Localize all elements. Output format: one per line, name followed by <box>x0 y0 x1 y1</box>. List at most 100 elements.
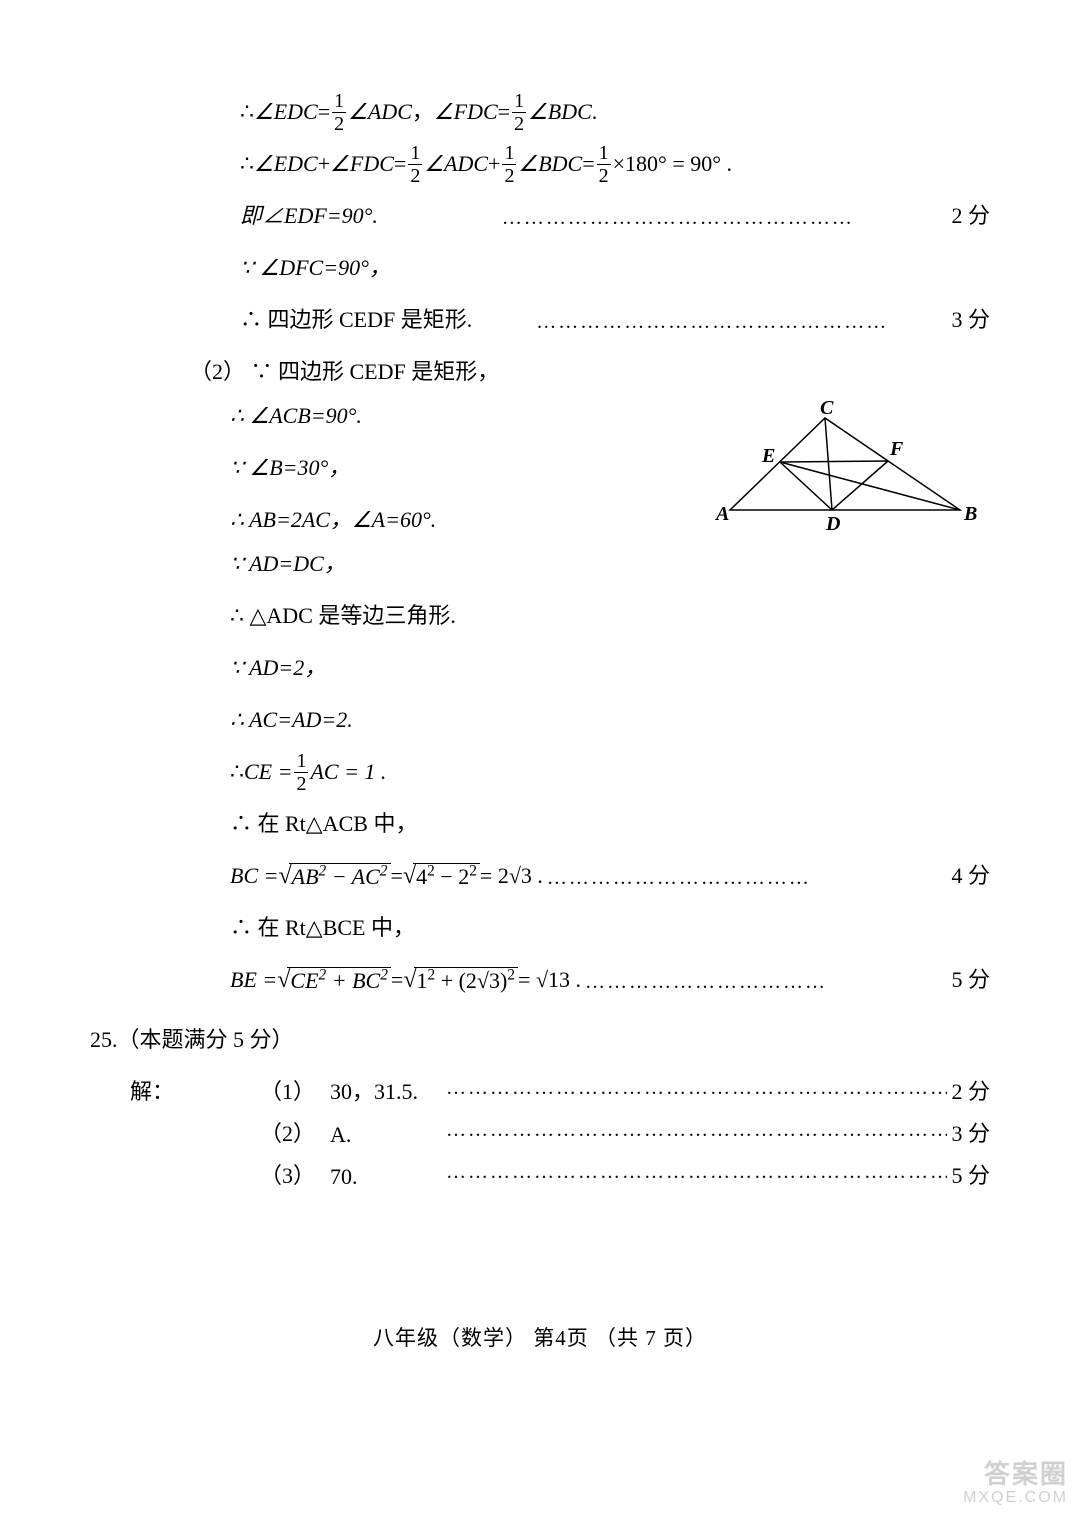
angle-fdc: ∠FDC <box>434 97 498 128</box>
watermark-url: MXQE.COM <box>963 1489 1068 1507</box>
text: ∴ 在 Rt△BCE 中， <box>230 913 415 944</box>
label-a: A <box>714 503 729 525</box>
text: ∵ AD=2， <box>230 653 326 684</box>
step-rt-acb: ∴ 在 Rt△ACB 中， <box>90 802 990 846</box>
frac-num: 1 <box>512 91 526 112</box>
therefore-symbol: ∴ <box>230 757 244 788</box>
eq-line-3: 即∠EDF=90°. ………………………………………… 2 分 <box>90 194 990 238</box>
watermark: 答案圈 MXQE.COM <box>963 1454 1068 1507</box>
score-2: 2 分 <box>947 201 990 232</box>
step-ab-2ac: ∴ AB=2AC，∠A=60°. <box>90 498 710 542</box>
text: ∵ AD=DC， <box>230 549 346 580</box>
val-3: 70. <box>330 1164 442 1190</box>
eq-line-5: ∴ 四边形 CEDF 是矩形. ………………………………………… 3 分 <box>90 298 990 342</box>
solution-label: 解： <box>90 1074 260 1106</box>
frac-num: 1 <box>294 751 308 772</box>
plus: + <box>488 149 500 180</box>
leader-dots: ……………………………………………………………………… <box>442 1161 947 1190</box>
sqrt-ab2-ac2: √ AB2 − AC2 <box>278 863 390 890</box>
bc-label: BC = <box>230 861 278 892</box>
val-1: 30，31.5. <box>330 1074 442 1106</box>
leader-dots: ………………………………………… <box>532 308 947 342</box>
sqrt-16-4: √ 42 − 22 <box>403 863 480 890</box>
fraction-half: 1 2 <box>597 143 611 186</box>
score-5: 5 分 <box>947 1158 990 1190</box>
fraction-half: 1 2 <box>332 91 346 134</box>
leader-dots: ………………………………………… <box>498 204 948 238</box>
fraction-half: 1 2 <box>294 751 308 794</box>
label-f: F <box>889 438 904 460</box>
equals: = <box>394 149 406 180</box>
step-ad-dc: ∵ AD=DC， <box>90 542 990 586</box>
triangle-svg: C E F A D B <box>710 400 980 535</box>
equals: = <box>582 149 594 180</box>
frac-num: 1 <box>332 91 346 112</box>
radicand-1: AB2 − AC2 <box>292 864 388 889</box>
step-adc-equilateral: ∴ △ADC 是等边三角形. <box>90 594 990 638</box>
leader-dots: …………………………………………………………………… <box>442 1077 947 1106</box>
equals: = <box>391 965 403 996</box>
sep: ， <box>412 97 434 128</box>
frac-den: 2 <box>332 112 346 134</box>
angle-edc: ∠EDC <box>254 97 318 128</box>
angle-bdc: ∠BDC <box>518 149 582 180</box>
equals: = <box>391 861 403 892</box>
therefore-symbol: ∴ <box>240 97 254 128</box>
dfc-90: ∵ ∠DFC=90°， <box>240 253 391 284</box>
p25-row-2: （2） A. ……………………………………………………………………… 3 分 <box>90 1106 990 1148</box>
page-footer: 八年级（数学） 第4页 （共 7 页） <box>0 1322 1080 1352</box>
text: ∴ △ADC 是等边三角形. <box>230 601 456 632</box>
plus: + <box>318 149 330 180</box>
frac-den: 2 <box>512 112 526 134</box>
equals: = <box>318 97 330 128</box>
radicand-3: CE2 + BC2 <box>290 968 388 993</box>
frac-num: 1 <box>408 143 422 164</box>
part2-body-with-figure: ∴ ∠ACB=90°. ∵ ∠B=30°， ∴ AB=2AC，∠A=60°. C <box>90 394 990 542</box>
step-ac-ad-2: ∴ AC=AD=2. <box>90 698 990 742</box>
step-ce: ∴ CE = 1 2 AC = 1 . <box>90 750 990 794</box>
text: ∴ ∠ACB=90°. <box>230 401 362 432</box>
part2-header-text: （2） ∵ 四边形 CEDF 是矩形， <box>190 357 499 388</box>
radicand-2: 42 − 22 <box>416 864 477 889</box>
label-c: C <box>820 400 834 419</box>
p25-row-3: （3） 70. ……………………………………………………………………… 5 分 <box>90 1148 990 1190</box>
text: ∴ AC=AD=2. <box>230 705 353 736</box>
times-180: ×180° = 90° . <box>613 149 732 180</box>
score-3: 3 分 <box>947 305 990 336</box>
problem-25: 25.（本题满分 5 分） 解： （1） 30，31.5. …………………………… <box>90 1022 990 1190</box>
p25-row-1: 解： （1） 30，31.5. ………………………………………………………………… <box>90 1064 990 1106</box>
frac-num: 1 <box>502 143 516 164</box>
be-label: BE = <box>230 965 277 996</box>
label-d: D <box>825 513 840 535</box>
leader-dots: ……………………………………………………………………… <box>442 1119 947 1148</box>
fraction-half: 1 2 <box>512 91 526 134</box>
eq-line-1: ∴ ∠EDC = 1 2 ∠ADC ， ∠FDC = 1 2 ∠BDC . <box>90 90 990 134</box>
text: ∵ ∠B=30°， <box>230 453 350 484</box>
fraction-half: 1 2 <box>502 143 516 186</box>
step-ad-2: ∵ AD=2， <box>90 646 990 690</box>
text: ∴ AB=2AC，∠A=60°. <box>230 505 436 536</box>
frac-den: 2 <box>597 164 611 186</box>
step-acb-90: ∴ ∠ACB=90°. <box>90 394 710 438</box>
sub-3: （3） <box>260 1158 330 1190</box>
ac-1: AC = 1 . <box>310 757 386 788</box>
angle-adc: ∠ADC <box>348 97 412 128</box>
eq-line-4: ∵ ∠DFC=90°， <box>90 246 990 290</box>
val-2: A. <box>330 1122 442 1148</box>
cedf-rect: ∴ 四边形 CEDF 是矩形. <box>240 305 472 336</box>
frac-den: 2 <box>408 164 422 186</box>
period: . <box>592 97 598 128</box>
therefore-symbol: ∴ <box>240 149 254 180</box>
sqrt-ce2-bc2: √ CE2 + BC2 <box>277 967 391 994</box>
equals: = <box>498 97 510 128</box>
label-e: E <box>761 445 775 467</box>
part2-header: （2） ∵ 四边形 CEDF 是矩形， <box>90 350 990 394</box>
frac-den: 2 <box>502 164 516 186</box>
score-3: 3 分 <box>947 1116 990 1148</box>
edf-90: 即∠EDF=90°. <box>240 201 378 232</box>
step-b-30: ∵ ∠B=30°， <box>90 446 710 490</box>
figure-triangle: C E F A D B <box>710 394 990 540</box>
fraction-half: 1 2 <box>408 143 422 186</box>
radicand-4: 12 + (2√3)2 <box>417 968 516 993</box>
problem-25-head: 25.（本题满分 5 分） <box>90 1022 990 1054</box>
